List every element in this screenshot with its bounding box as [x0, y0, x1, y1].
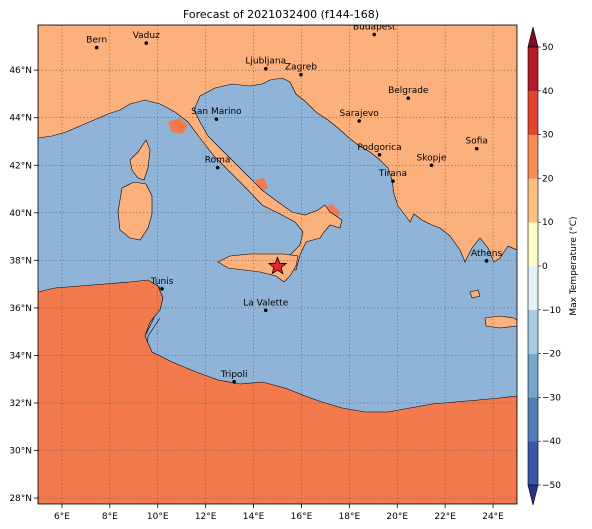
- city-label: San Marino: [191, 107, 242, 117]
- colorbar-tick-label: 30: [542, 131, 554, 141]
- city-dot: [484, 259, 489, 263]
- city-label: Roma: [205, 156, 231, 166]
- city-dot: [144, 41, 149, 45]
- colorbar-band: [528, 441, 538, 486]
- city-label: Sofia: [466, 137, 488, 147]
- city-label: Tunis: [150, 277, 174, 287]
- map-title: Forecast of 2021032400 (f144-168): [183, 8, 379, 21]
- map-frame: [37, 24, 518, 505]
- colorbar-band: [528, 178, 538, 223]
- lat-tick-label: 46°N: [9, 66, 32, 76]
- europe-warm-zone: [168, 118, 188, 134]
- city-dot: [406, 96, 411, 101]
- colorbar-band: [528, 266, 538, 311]
- latitude-axis: 28°N 30°N 32°N 34°N 36°N 38°N 40°N 42°N 44°N 46°N: [9, 66, 38, 504]
- city-dot: [94, 45, 99, 50]
- city-dot: [160, 287, 164, 291]
- lat-tick-label: 44°N: [9, 114, 32, 124]
- city-dot: [214, 117, 219, 121]
- colorbar-tick-label: −10: [542, 306, 561, 316]
- colorbar-tick-label: −50: [542, 481, 561, 491]
- lat-tick-label: 32°N: [9, 399, 32, 409]
- city-label: Bern: [86, 36, 107, 46]
- city-dot: [372, 32, 377, 37]
- lat-tick-label: 30°N: [9, 447, 32, 457]
- star-icon: [267, 256, 288, 275]
- city-label: Vaduz: [133, 31, 160, 41]
- colorbar-band: [528, 134, 538, 179]
- city-dot: [263, 66, 268, 71]
- city-dot: [263, 308, 268, 313]
- colorbar-tick-label: 0: [542, 262, 548, 272]
- city-label: Podgorica: [357, 143, 401, 153]
- city-label: Belgrade: [388, 86, 429, 96]
- colorbar-tick-label: 40: [542, 87, 554, 97]
- colorbar-band: [528, 222, 538, 267]
- city-dot: [299, 72, 303, 77]
- colorbar: −50 −40 −30 −20 −10 0 10 20 30 40 50: [527, 26, 561, 506]
- colorbar-tick-label: −30: [542, 393, 561, 403]
- colorbar-band: [528, 353, 538, 398]
- lon-tick-label: 18°E: [339, 512, 361, 522]
- city-dot: [232, 380, 236, 384]
- lat-tick-label: 28°N: [9, 494, 32, 504]
- lon-tick-label: 16°E: [291, 512, 313, 522]
- lon-tick-label: 14°E: [243, 512, 265, 522]
- lon-tick-label: 6°E: [54, 512, 70, 522]
- colorbar-band: [528, 47, 538, 92]
- city-dot: [429, 163, 434, 168]
- colorbar-band: [528, 90, 538, 135]
- city-dot: [391, 179, 395, 183]
- longitude-axis: 6°E 8°E 10°E 12°E 14°E 16°E 18°E 20°E 22°E 24°E: [54, 504, 504, 522]
- colorbar-tick-label: −40: [542, 437, 561, 447]
- colorbar-label: Max Temperature (°C): [569, 216, 579, 315]
- colorbar-tick-label: 20: [542, 174, 554, 184]
- grid-lines: [38, 25, 517, 504]
- lat-tick-label: 42°N: [9, 161, 32, 171]
- lon-tick-label: 8°E: [102, 512, 118, 522]
- city-label: Ljubljana: [245, 57, 286, 67]
- lat-tick-label: 36°N: [9, 304, 32, 314]
- colorbar-band: [528, 397, 538, 442]
- lon-tick-label: 24°E: [482, 512, 504, 522]
- colorbar-tick-label: −20: [542, 350, 561, 360]
- colorbar-tick-label: 10: [542, 218, 554, 228]
- city-dot: [474, 146, 479, 151]
- lon-tick-label: 20°E: [386, 512, 408, 522]
- lon-tick-label: 12°E: [195, 512, 217, 522]
- city-dot: [215, 165, 220, 170]
- city-label: La Valette: [243, 298, 288, 308]
- city-label: Sarajevo: [340, 109, 380, 119]
- lon-tick-label: 10°E: [147, 512, 169, 522]
- lat-tick-label: 38°N: [9, 256, 32, 266]
- city-label: Tripoli: [220, 370, 248, 380]
- europe-warm-zone: [255, 178, 268, 192]
- city-label: Zagreb: [285, 63, 317, 73]
- city-dot: [357, 119, 361, 123]
- city-label: Athens: [471, 249, 502, 259]
- colorbar-extend-max: [527, 26, 539, 48]
- city-dot: [377, 152, 382, 157]
- colorbar-tick-label: 50: [542, 43, 554, 53]
- lat-tick-label: 40°N: [9, 209, 32, 219]
- city-label: Skopje: [417, 153, 447, 163]
- city-label: Budapest: [353, 23, 396, 33]
- lon-tick-label: 22°E: [434, 512, 456, 522]
- lat-tick-label: 34°N: [9, 351, 32, 361]
- city-label: Tirana: [378, 169, 407, 179]
- colorbar-extend-min: [527, 484, 539, 506]
- colorbar-band: [528, 309, 538, 354]
